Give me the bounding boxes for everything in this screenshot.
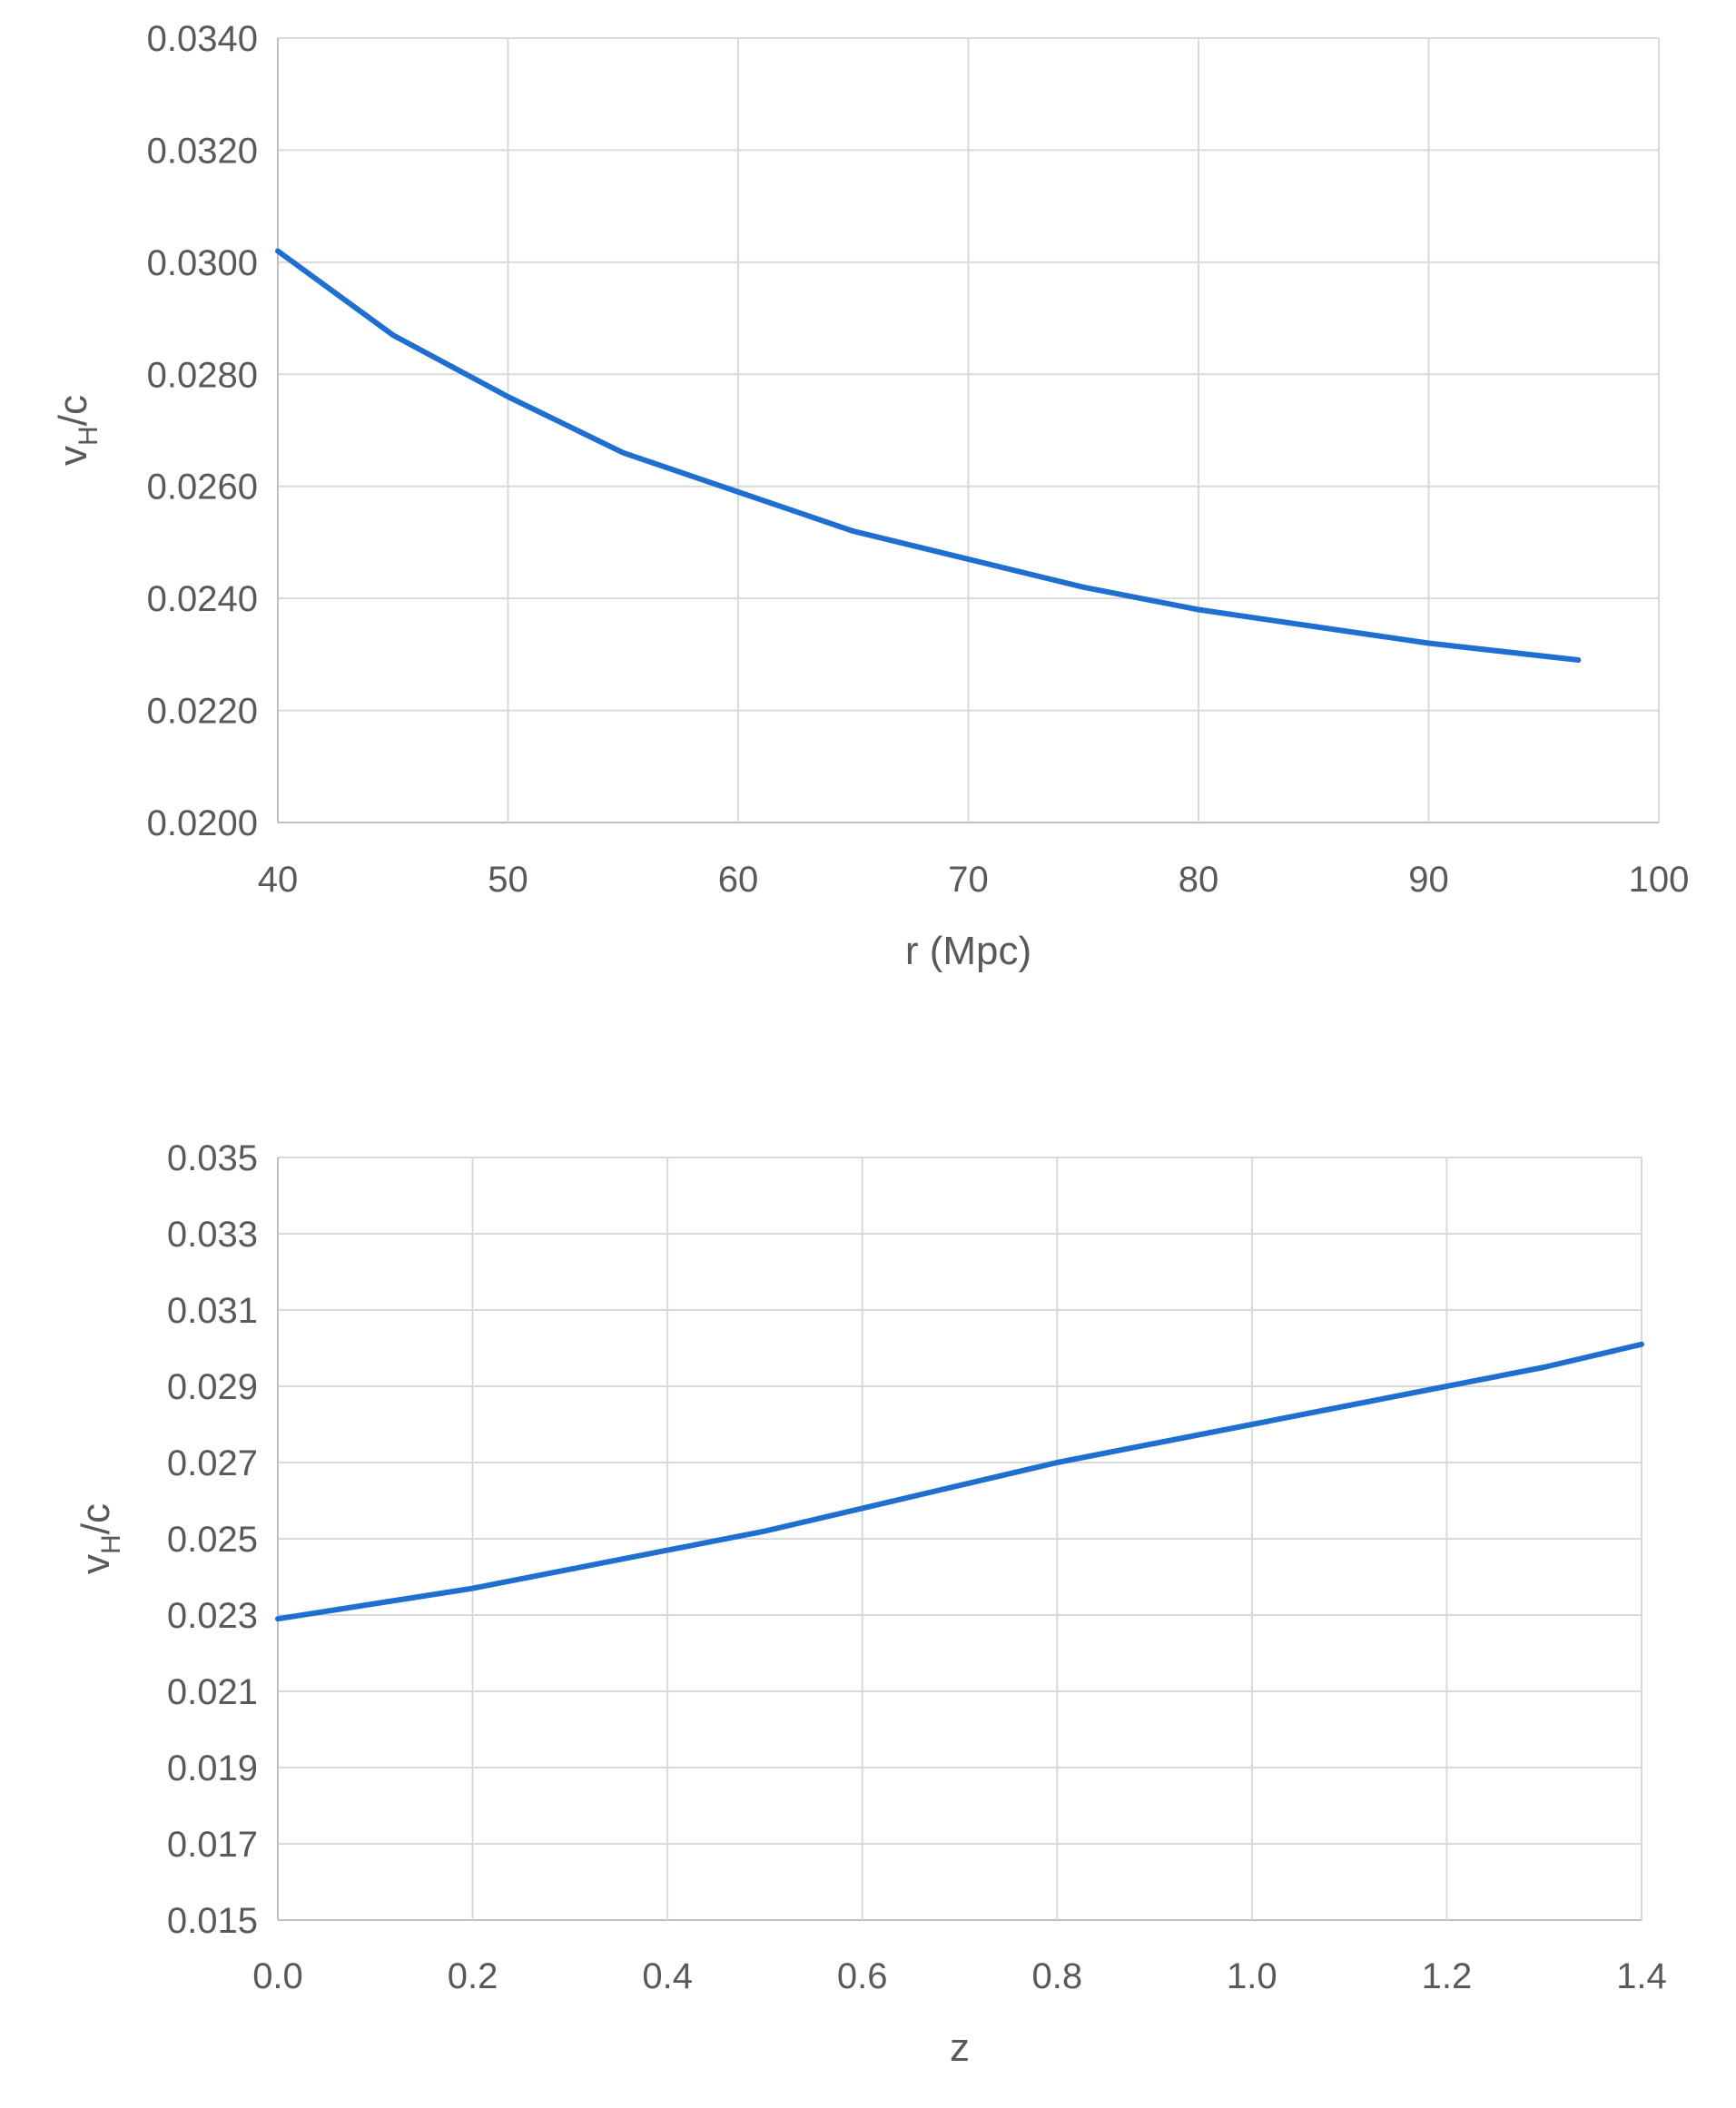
x-tick-label: 60	[718, 860, 759, 900]
y-tick-label: 0.0300	[147, 243, 258, 283]
y-tick-label: 0.029	[167, 1367, 258, 1407]
x-tick-label: 1.0	[1227, 1956, 1277, 1996]
x-tick-label: 40	[258, 860, 299, 900]
x-tick-label: 100	[1629, 860, 1690, 900]
chart-vh-vs-z: 0.015 0.017 0.019 0.021 0.023 0.025 0.027 0.029…	[0, 1071, 1736, 2106]
y-tick-label: 0.031	[167, 1291, 258, 1331]
y-tick-label: 0.0240	[147, 579, 258, 619]
chart-vh-vs-r-svg: 0.0200 0.0220 0.0240 0.0260 0.0280 0.0300 0.03…	[51, 19, 1690, 973]
y-tick-label: 0.0260	[147, 468, 258, 507]
y-tick-label: 0.0200	[147, 803, 258, 843]
x-tick-label: 0.6	[837, 1956, 888, 1996]
y-axis-title: vH/c	[74, 1503, 126, 1574]
x-tick-label: 50	[488, 860, 528, 900]
x-tick-label: 1.4	[1616, 1956, 1667, 1996]
x-axis-title: r (Mpc)	[905, 929, 1031, 973]
chart-vh-vs-r: 0.0200 0.0220 0.0240 0.0260 0.0280 0.0300 0.03…	[0, 0, 1736, 1026]
x-tick-label: 90	[1408, 860, 1449, 900]
chart-vh-vs-z-svg: 0.015 0.017 0.019 0.021 0.023 0.025 0.027 0.029…	[74, 1138, 1667, 2070]
y-tick-label: 0.015	[167, 1901, 258, 1941]
y-tick-label: 0.017	[167, 1825, 258, 1865]
y-tick-label: 0.035	[167, 1138, 258, 1178]
x-tick-label: 0.2	[448, 1956, 498, 1996]
y-tick-label: 0.033	[167, 1215, 258, 1255]
x-axis-title: z	[950, 2025, 970, 2070]
y-tick-label: 0.0320	[147, 131, 258, 171]
y-axis-title: vH/c	[51, 395, 104, 466]
y-tick-label: 0.0340	[147, 19, 258, 59]
x-tick-label: 0.8	[1031, 1956, 1082, 1996]
y-tick-label: 0.021	[167, 1672, 258, 1712]
x-tick-label: 70	[948, 860, 989, 900]
y-tick-label: 0.023	[167, 1596, 258, 1636]
x-tick-label: 0.0	[252, 1956, 303, 1996]
x-tick-label: 1.2	[1422, 1956, 1473, 1996]
x-tick-label: 0.4	[642, 1956, 693, 1996]
y-tick-label: 0.0280	[147, 355, 258, 395]
y-tick-label: 0.019	[167, 1748, 258, 1788]
y-tick-label: 0.027	[167, 1443, 258, 1483]
series-line	[275, 1341, 1644, 1622]
y-tick-label: 0.025	[167, 1520, 258, 1560]
y-tick-label: 0.0220	[147, 692, 258, 732]
x-tick-label: 80	[1179, 860, 1219, 900]
series-line	[275, 248, 1582, 663]
